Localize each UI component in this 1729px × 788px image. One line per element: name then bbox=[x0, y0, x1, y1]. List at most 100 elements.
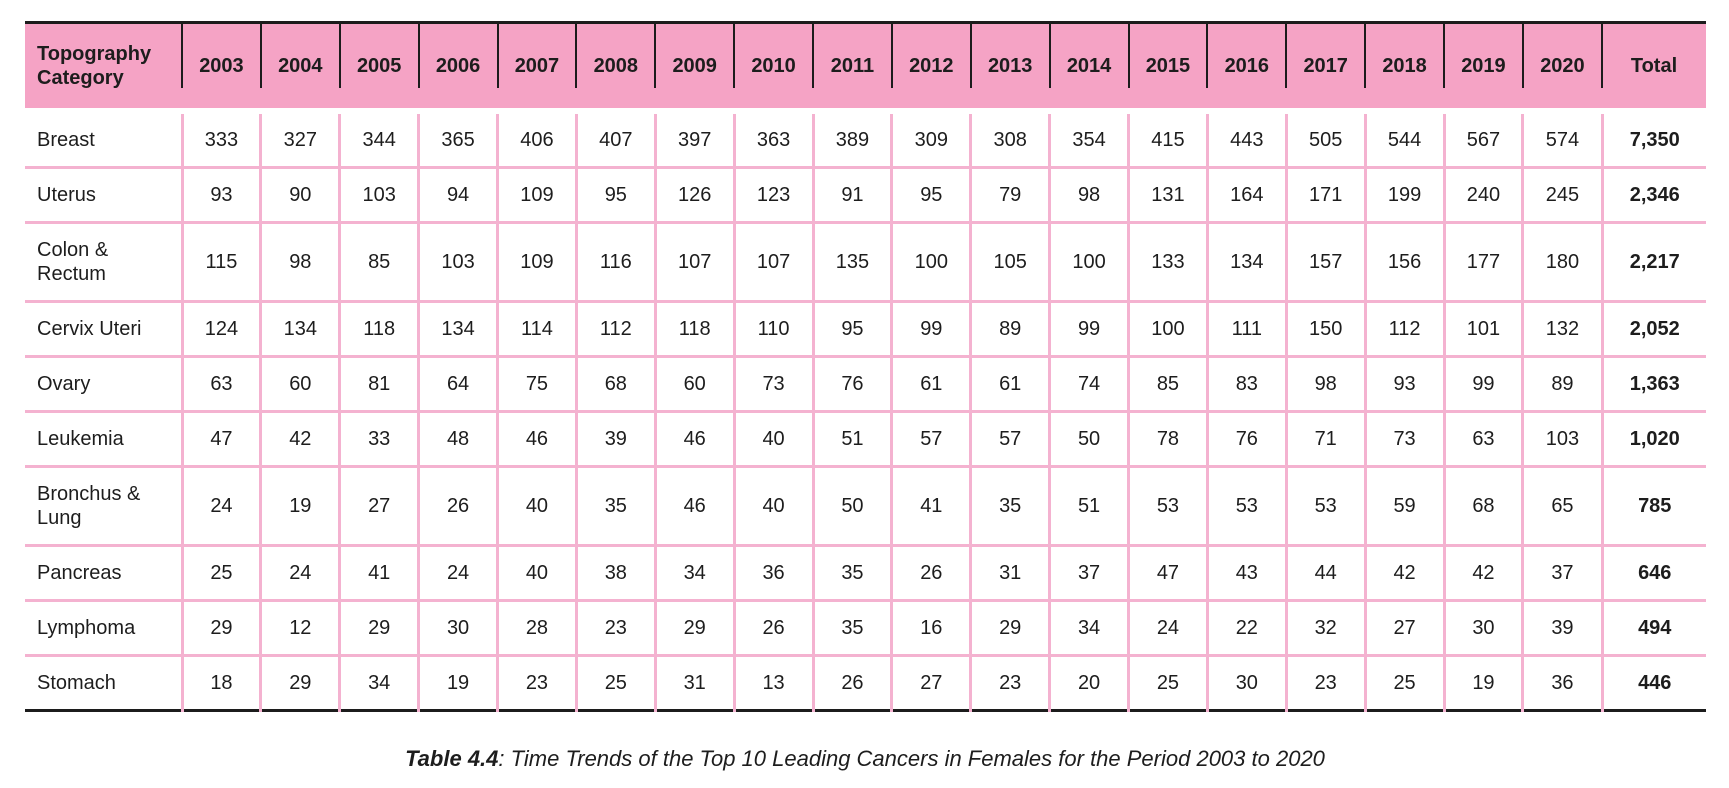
row-category: Cervix Uteri bbox=[25, 300, 182, 357]
cell-value: 126 bbox=[653, 166, 735, 223]
cell-value: 78 bbox=[1127, 410, 1208, 467]
cell-value: 94 bbox=[417, 166, 498, 223]
cell-value: 46 bbox=[496, 410, 577, 467]
cell-value: 107 bbox=[732, 221, 813, 302]
cell-value: 25 bbox=[180, 544, 261, 601]
cell-value: 95 bbox=[811, 300, 892, 357]
cell-value: 36 bbox=[732, 544, 813, 601]
cell-value: 327 bbox=[259, 111, 340, 168]
cell-value: 105 bbox=[969, 221, 1050, 302]
cell-value: 34 bbox=[338, 654, 419, 711]
cell-value: 31 bbox=[969, 544, 1050, 601]
cell-value: 389 bbox=[811, 111, 892, 168]
row-category: Stomach bbox=[25, 654, 182, 711]
cell-value: 177 bbox=[1442, 221, 1523, 302]
header-year-2008: 2008 bbox=[575, 22, 656, 114]
table-caption-label: Table 4.4 bbox=[405, 746, 499, 771]
cell-value: 36 bbox=[1521, 654, 1602, 711]
cell-value: 40 bbox=[496, 544, 577, 601]
table-row: Leukemia 47 42 33 48 46 39 46 40 51 57 57 50 78 76 71 73… bbox=[25, 410, 1706, 467]
cell-value: 30 bbox=[1442, 599, 1523, 656]
table-row: Colon & Rectum 115 98 85 103 109 116 107 107 135 1… bbox=[25, 221, 1706, 302]
cell-value: 60 bbox=[259, 355, 340, 412]
cell-value: 26 bbox=[732, 599, 813, 656]
cell-value: 95 bbox=[574, 166, 656, 223]
table-caption-text: : Time Trends of the Top 10 Leading Canc… bbox=[498, 746, 1325, 771]
cell-value: 98 bbox=[1284, 355, 1366, 412]
cell-value: 37 bbox=[1048, 544, 1129, 601]
cell-value: 134 bbox=[259, 300, 340, 357]
cell-value: 42 bbox=[1363, 544, 1444, 601]
cell-value: 53 bbox=[1205, 465, 1287, 546]
cell-value: 29 bbox=[259, 654, 340, 711]
cell-value: 20 bbox=[1048, 654, 1129, 711]
cell-value: 19 bbox=[417, 654, 498, 711]
cell-value: 57 bbox=[969, 410, 1050, 467]
cell-value: 48 bbox=[417, 410, 498, 467]
row-total: 7,350 bbox=[1600, 111, 1706, 168]
header-year-2016: 2016 bbox=[1206, 22, 1287, 114]
cell-value: 567 bbox=[1442, 111, 1523, 168]
cell-value: 16 bbox=[890, 599, 971, 656]
cell-value: 95 bbox=[890, 166, 971, 223]
cell-value: 27 bbox=[1363, 599, 1444, 656]
row-category: Lymphoma bbox=[25, 599, 182, 656]
cell-value: 344 bbox=[338, 111, 419, 168]
cell-value: 18 bbox=[180, 654, 261, 711]
cell-value: 23 bbox=[574, 599, 656, 656]
cell-value: 13 bbox=[732, 654, 813, 711]
table-row: Pancreas 25 24 41 24 40 38 34 36 35 26 31 37 47 43 44 42… bbox=[25, 544, 1706, 601]
row-category: Breast bbox=[25, 111, 182, 168]
row-total: 785 bbox=[1600, 465, 1706, 546]
cell-value: 25 bbox=[1363, 654, 1444, 711]
cell-value: 109 bbox=[496, 221, 577, 302]
cell-value: 544 bbox=[1363, 111, 1444, 168]
header-total: Total bbox=[1601, 22, 1706, 114]
cell-value: 47 bbox=[180, 410, 261, 467]
cell-value: 89 bbox=[1521, 355, 1602, 412]
cell-value: 12 bbox=[259, 599, 340, 656]
table-header: Topography Category 2003 2004 2005 2006 2007… bbox=[25, 22, 1706, 114]
cell-value: 24 bbox=[259, 544, 340, 601]
cell-value: 35 bbox=[574, 465, 656, 546]
row-category: Pancreas bbox=[25, 544, 182, 601]
page: Topography Category 2003 2004 2005 2006 2007… bbox=[25, 21, 1706, 771]
cell-value: 63 bbox=[1442, 410, 1523, 467]
cell-value: 19 bbox=[1442, 654, 1523, 711]
cell-value: 309 bbox=[890, 111, 971, 168]
cell-value: 23 bbox=[496, 654, 577, 711]
header-year-2015: 2015 bbox=[1127, 22, 1208, 114]
cell-value: 40 bbox=[732, 465, 813, 546]
cell-value: 29 bbox=[969, 599, 1050, 656]
header-year-2009: 2009 bbox=[654, 22, 735, 114]
cell-value: 354 bbox=[1048, 111, 1129, 168]
cell-value: 116 bbox=[574, 221, 656, 302]
cell-value: 41 bbox=[338, 544, 419, 601]
cell-value: 32 bbox=[1284, 599, 1366, 656]
cell-value: 76 bbox=[1205, 410, 1287, 467]
cell-value: 93 bbox=[180, 166, 261, 223]
cell-value: 59 bbox=[1363, 465, 1444, 546]
cell-value: 83 bbox=[1205, 355, 1287, 412]
cell-value: 35 bbox=[969, 465, 1050, 546]
row-category: Leukemia bbox=[25, 410, 182, 467]
row-total: 1,363 bbox=[1600, 355, 1706, 412]
cell-value: 30 bbox=[1205, 654, 1287, 711]
cell-value: 34 bbox=[1048, 599, 1129, 656]
cell-value: 134 bbox=[417, 300, 498, 357]
cell-value: 65 bbox=[1521, 465, 1602, 546]
cell-value: 505 bbox=[1284, 111, 1366, 168]
header-year-2014: 2014 bbox=[1048, 22, 1129, 114]
cell-value: 365 bbox=[417, 111, 498, 168]
row-total: 2,052 bbox=[1600, 300, 1706, 357]
cell-value: 443 bbox=[1205, 111, 1287, 168]
cell-value: 23 bbox=[1284, 654, 1366, 711]
row-category: Colon & Rectum bbox=[25, 221, 182, 302]
cell-value: 73 bbox=[732, 355, 813, 412]
table-row: Lymphoma 29 12 29 30 28 23 29 26 35 16 29 34 24 22 32 27… bbox=[25, 599, 1706, 656]
row-category: Uterus bbox=[25, 166, 182, 223]
cell-value: 53 bbox=[1284, 465, 1366, 546]
cell-value: 23 bbox=[969, 654, 1050, 711]
cell-value: 100 bbox=[1048, 221, 1129, 302]
row-total: 2,217 bbox=[1600, 221, 1706, 302]
